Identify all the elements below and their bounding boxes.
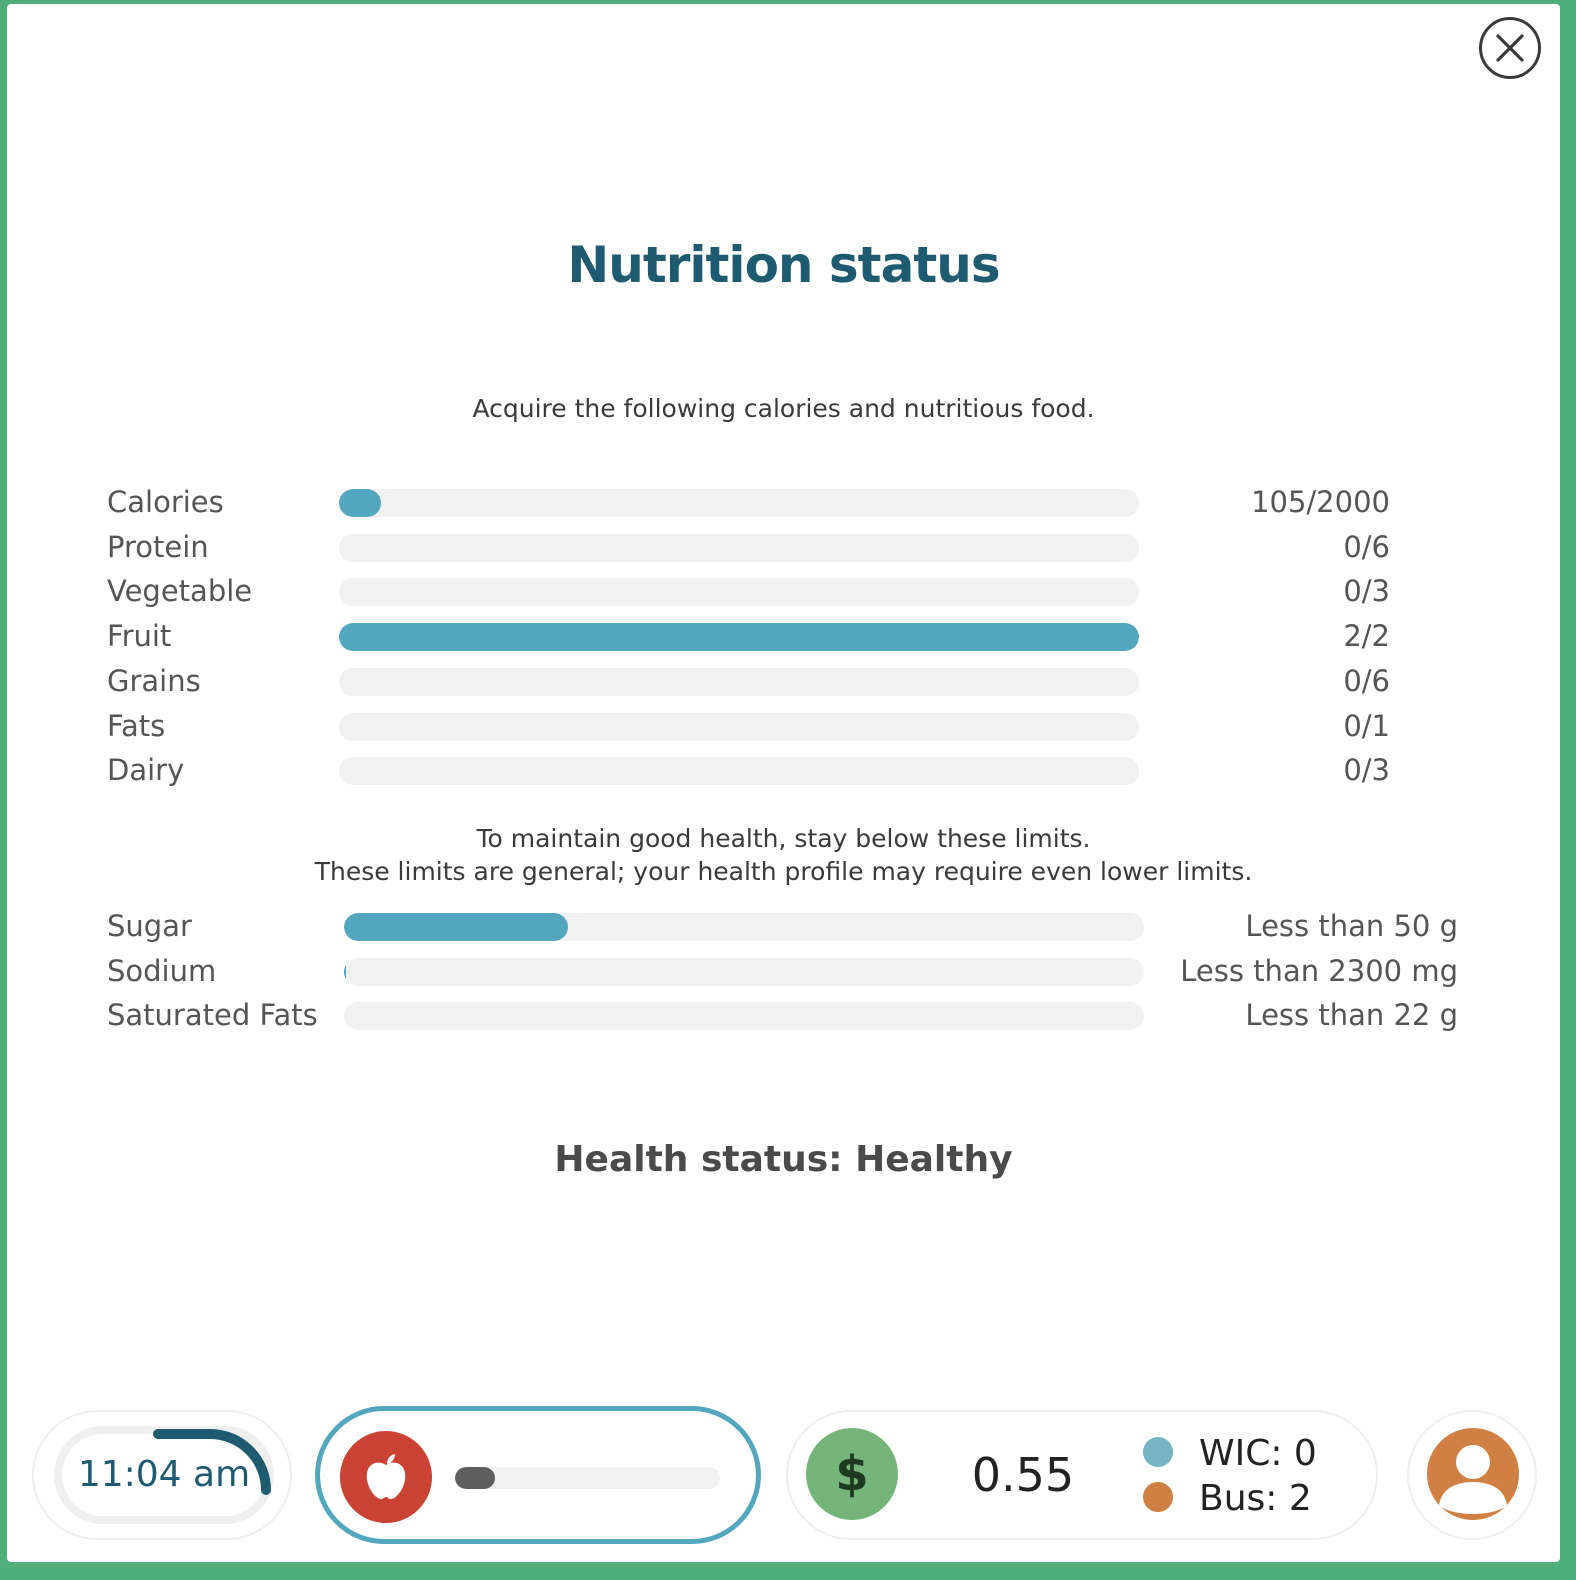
nutrient-row: Grains 0/6 — [7, 659, 1560, 704]
intro-text: Acquire the following calories and nutri… — [472, 394, 1095, 423]
nutrient-label: Grains — [107, 663, 201, 698]
time-widget[interactable]: 11:04 am — [32, 1410, 292, 1540]
wic-label: WIC: 0 — [1199, 1433, 1317, 1474]
nutrient-value: 105/2000 — [1251, 485, 1390, 519]
nutrition-status-modal: Nutrition status Acquire the following c… — [7, 4, 1560, 1562]
nutrient-value: 0/3 — [1343, 753, 1390, 788]
limit-row: Sodium Less than 2300 mg — [7, 949, 1560, 994]
limit-label: Saturated Fats — [107, 998, 318, 1033]
nutrient-value: 0/1 — [1343, 708, 1390, 743]
limits-note: To maintain good health, stay below thes… — [7, 822, 1560, 888]
nutrient-bar — [339, 623, 1139, 652]
food-button[interactable] — [340, 1431, 432, 1523]
limits-note-line-2: These limits are general; your health pr… — [314, 857, 1253, 886]
limits-note-line-1: To maintain good health, stay below thes… — [476, 824, 1091, 853]
wic-counter: WIC: 0 — [1143, 1432, 1317, 1476]
hud-bar: 11:04 am $ 0.55 WIC: 0 — [7, 1404, 1560, 1554]
nutrient-label: Calories — [107, 485, 224, 519]
nutrient-bar — [339, 667, 1139, 696]
bus-label: Bus: 2 — [1199, 1478, 1312, 1519]
health-status: Health status: Healthy — [554, 1139, 1013, 1180]
nutrient-bar — [339, 757, 1139, 786]
nutrient-bar — [339, 712, 1139, 741]
limit-bar — [344, 913, 1144, 941]
limit-bar-fill — [344, 957, 346, 986]
nutrient-value: 0/6 — [1343, 663, 1390, 698]
food-widget[interactable] — [315, 1406, 761, 1544]
modal-title: Nutrition status — [567, 236, 1000, 294]
money-widget[interactable]: $ 0.55 WIC: 0 Bus: 2 — [786, 1410, 1378, 1540]
nutrient-bar-fill — [339, 623, 1139, 652]
limit-label: Sugar — [107, 909, 192, 943]
limit-bar — [344, 957, 1144, 986]
food-meter — [455, 1467, 720, 1489]
nutrient-row: Fats 0/1 — [7, 704, 1560, 749]
avatar[interactable] — [1427, 1428, 1519, 1520]
bus-counter: Bus: 2 — [1143, 1477, 1312, 1521]
nutrient-label: Vegetable — [107, 574, 253, 609]
limit-value: Less than 2300 mg — [1180, 953, 1458, 988]
food-meter-fill — [455, 1467, 495, 1489]
nutrient-bar — [339, 489, 1139, 517]
limit-bar — [344, 1002, 1144, 1031]
nutrient-row: Protein 0/6 — [7, 525, 1560, 570]
nutrient-bar — [339, 533, 1139, 562]
limit-value: Less than 50 g — [1245, 909, 1458, 943]
nutrient-value: 0/6 — [1343, 529, 1390, 564]
nutrient-label: Fruit — [107, 619, 172, 654]
time-display: 11:04 am — [77, 1454, 251, 1495]
limit-bar-fill — [344, 913, 568, 941]
nutrient-value: 0/3 — [1343, 574, 1390, 609]
nutrient-value: 2/2 — [1343, 619, 1390, 654]
dollar-icon: $ — [835, 1446, 869, 1502]
user-icon — [1439, 1445, 1507, 1514]
nutrient-bar — [339, 578, 1139, 607]
nutrient-row: Calories 105/2000 — [7, 480, 1560, 525]
nutrient-row: Fruit 2/2 — [7, 614, 1560, 659]
wic-dot-icon — [1143, 1437, 1173, 1467]
limit-value: Less than 22 g — [1245, 998, 1458, 1033]
money-button[interactable]: $ — [806, 1428, 898, 1520]
nutrient-bar-fill — [339, 489, 381, 517]
nutrient-label: Protein — [107, 529, 209, 564]
bus-dot-icon — [1143, 1482, 1173, 1512]
apple-icon — [366, 1454, 406, 1499]
money-amount: 0.55 — [971, 1448, 1075, 1502]
close-button[interactable] — [1479, 17, 1541, 79]
close-icon — [1496, 34, 1524, 62]
nutrient-label: Fats — [107, 708, 166, 743]
nutrient-row: Vegetable 0/3 — [7, 569, 1560, 614]
profile-widget[interactable] — [1407, 1410, 1537, 1540]
time-progress-arc — [153, 1429, 271, 1495]
nutrient-row: Dairy 0/3 — [7, 748, 1560, 793]
limit-row: Saturated Fats Less than 22 g — [7, 993, 1560, 1038]
limit-label: Sodium — [107, 953, 217, 988]
nutrient-label: Dairy — [107, 753, 185, 788]
limit-row: Sugar Less than 50 g — [7, 904, 1560, 949]
